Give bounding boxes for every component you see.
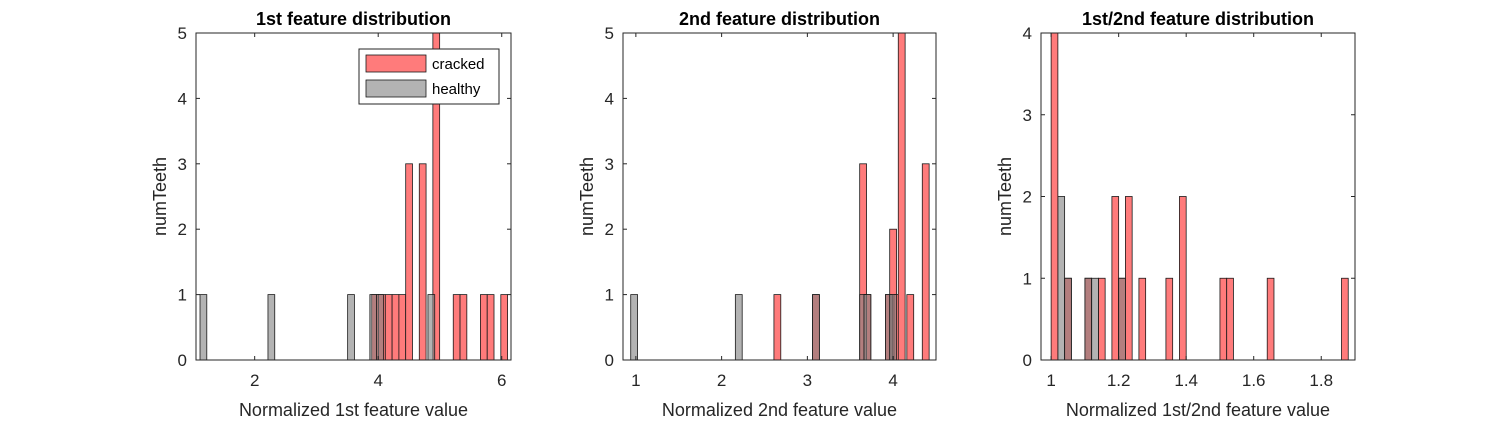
- bar-cracked: [418, 163, 427, 361]
- bar-cracked: [486, 294, 495, 361]
- x-tick-label: 4: [373, 371, 382, 390]
- y-tick-label: 1: [178, 286, 187, 305]
- bar-cracked: [1266, 277, 1275, 361]
- bar-cracked: [1219, 277, 1228, 361]
- y-tick-label: 2: [1023, 188, 1032, 207]
- y-tick-label: 5: [605, 24, 614, 43]
- bar-cracked: [1341, 277, 1349, 361]
- y-tick-label: 0: [178, 351, 187, 370]
- y-tick-label: 1: [605, 286, 614, 305]
- y-axis-label: numTeeth: [995, 157, 1015, 236]
- bar-cracked: [405, 163, 413, 361]
- bar-cracked: [1138, 277, 1147, 361]
- y-tick-label: 4: [605, 89, 614, 108]
- bar-healthy: [1084, 277, 1093, 361]
- chart-title: 1st feature distribution: [256, 9, 451, 29]
- y-tick-label: 1: [1023, 269, 1032, 288]
- x-tick-label: 1.6: [1242, 371, 1266, 390]
- x-tick-label: 6: [497, 371, 506, 390]
- y-tick-label: 2: [178, 220, 187, 239]
- legend-label-cracked: cracked: [432, 56, 485, 73]
- y-tick-label: 0: [1023, 351, 1032, 370]
- bar-cracked: [1165, 277, 1174, 361]
- bar-healthy: [376, 294, 384, 361]
- bar-cracked: [1098, 277, 1106, 361]
- x-tick-label: 1.8: [1309, 371, 1333, 390]
- bar-cracked: [897, 32, 906, 361]
- bar-healthy: [863, 294, 872, 361]
- bar-healthy: [630, 294, 638, 361]
- bar-healthy: [734, 294, 743, 361]
- bar-cracked: [773, 294, 782, 361]
- bar-cracked: [1179, 196, 1187, 361]
- bar-healthy: [1064, 277, 1072, 361]
- y-tick-label: 4: [178, 89, 187, 108]
- axes-box: [195, 32, 512, 361]
- legend: cracked healthy: [358, 48, 500, 105]
- series-healthy: [630, 294, 897, 361]
- y-tick-label: 3: [605, 155, 614, 174]
- x-tick-label: 1.4: [1174, 371, 1198, 390]
- bar-healthy: [369, 294, 378, 361]
- bar-healthy: [267, 294, 276, 361]
- bar-cracked: [391, 294, 400, 361]
- y-axis-label: numTeeth: [150, 157, 170, 236]
- chart-title: 2nd feature distribution: [679, 9, 880, 29]
- y-tick-label: 2: [605, 220, 614, 239]
- bar-cracked: [500, 294, 508, 361]
- axes-box: [622, 32, 937, 361]
- x-tick-label: 4: [888, 371, 897, 390]
- bar-cracked: [1111, 196, 1120, 361]
- y-tick-label: 4: [1023, 24, 1032, 43]
- bar-healthy: [1091, 277, 1099, 361]
- x-axis-label: Normalized 2nd feature value: [662, 400, 897, 420]
- x-tick-label: 3: [803, 371, 812, 390]
- legend-swatch-healthy: [365, 79, 427, 98]
- y-axis-label: numTeeth: [577, 157, 597, 236]
- x-axis-label: Normalized 1st/2nd feature value: [1066, 400, 1330, 420]
- y-tick-label: 3: [1023, 106, 1032, 125]
- y-tick-label: 0: [605, 351, 614, 370]
- y-tick-label: 3: [178, 155, 187, 174]
- legend-swatch-cracked: [365, 54, 427, 73]
- bar-cracked: [398, 294, 407, 361]
- bar-cracked: [459, 294, 468, 361]
- bar-healthy: [199, 294, 208, 361]
- x-tick-label: 1: [631, 371, 640, 390]
- x-axis-label: Normalized 1st feature value: [239, 400, 468, 420]
- bar-healthy: [1118, 277, 1126, 361]
- bar-cracked: [384, 294, 393, 361]
- bar-cracked: [921, 163, 930, 361]
- chart-title: 1st/2nd feature distribution: [1082, 9, 1314, 29]
- legend-label-healthy: healthy: [432, 81, 481, 98]
- bar-healthy: [1057, 196, 1066, 361]
- bar-healthy: [427, 294, 436, 361]
- bar-cracked: [452, 294, 461, 361]
- bar-cracked: [906, 294, 915, 361]
- bar-cracked: [1125, 196, 1133, 361]
- x-tick-label: 1.2: [1107, 371, 1131, 390]
- bar-cracked: [1050, 32, 1059, 361]
- y-tick-label: 5: [178, 24, 187, 43]
- x-tick-label: 1: [1046, 371, 1055, 390]
- chart-panel-1: 2 4 6 0 1 2 3 4 5 1st feature distribution Normali…: [150, 9, 512, 420]
- bar-cracked: [1226, 277, 1234, 361]
- series-healthy: [199, 294, 436, 361]
- bar-cracked: [480, 294, 488, 361]
- x-tick-label: 2: [717, 371, 726, 390]
- bar-healthy: [812, 294, 820, 361]
- bar-healthy: [889, 294, 897, 361]
- bar-healthy: [347, 294, 355, 361]
- x-tick-label: 2: [250, 371, 259, 390]
